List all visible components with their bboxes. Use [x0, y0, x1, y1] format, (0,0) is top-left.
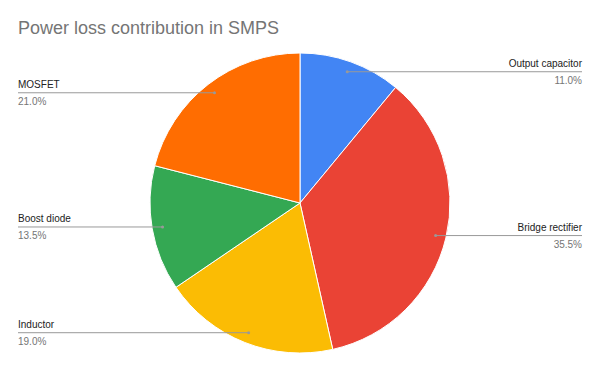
html-text:Power loss contribution in SMP: Power loss contribution in SMPS	[18, 18, 280, 38]
svg-text:MOSFET: MOSFET	[18, 79, 60, 90]
svg-text:Inductor: Inductor	[18, 319, 55, 330]
svg-text:Bridge rectifier: Bridge rectifier	[518, 222, 583, 233]
svg-text:Output capacitor: Output capacitor	[509, 58, 583, 69]
svg-text:35.5%: 35.5%	[554, 239, 582, 250]
svg-text:13.5%: 13.5%	[18, 230, 46, 241]
svg-text:19.0%: 19.0%	[18, 336, 46, 347]
svg-text:11.0%: 11.0%	[554, 75, 582, 86]
svg-text:Boost diode: Boost diode	[18, 213, 71, 224]
svg-text:21.0%: 21.0%	[18, 96, 46, 107]
